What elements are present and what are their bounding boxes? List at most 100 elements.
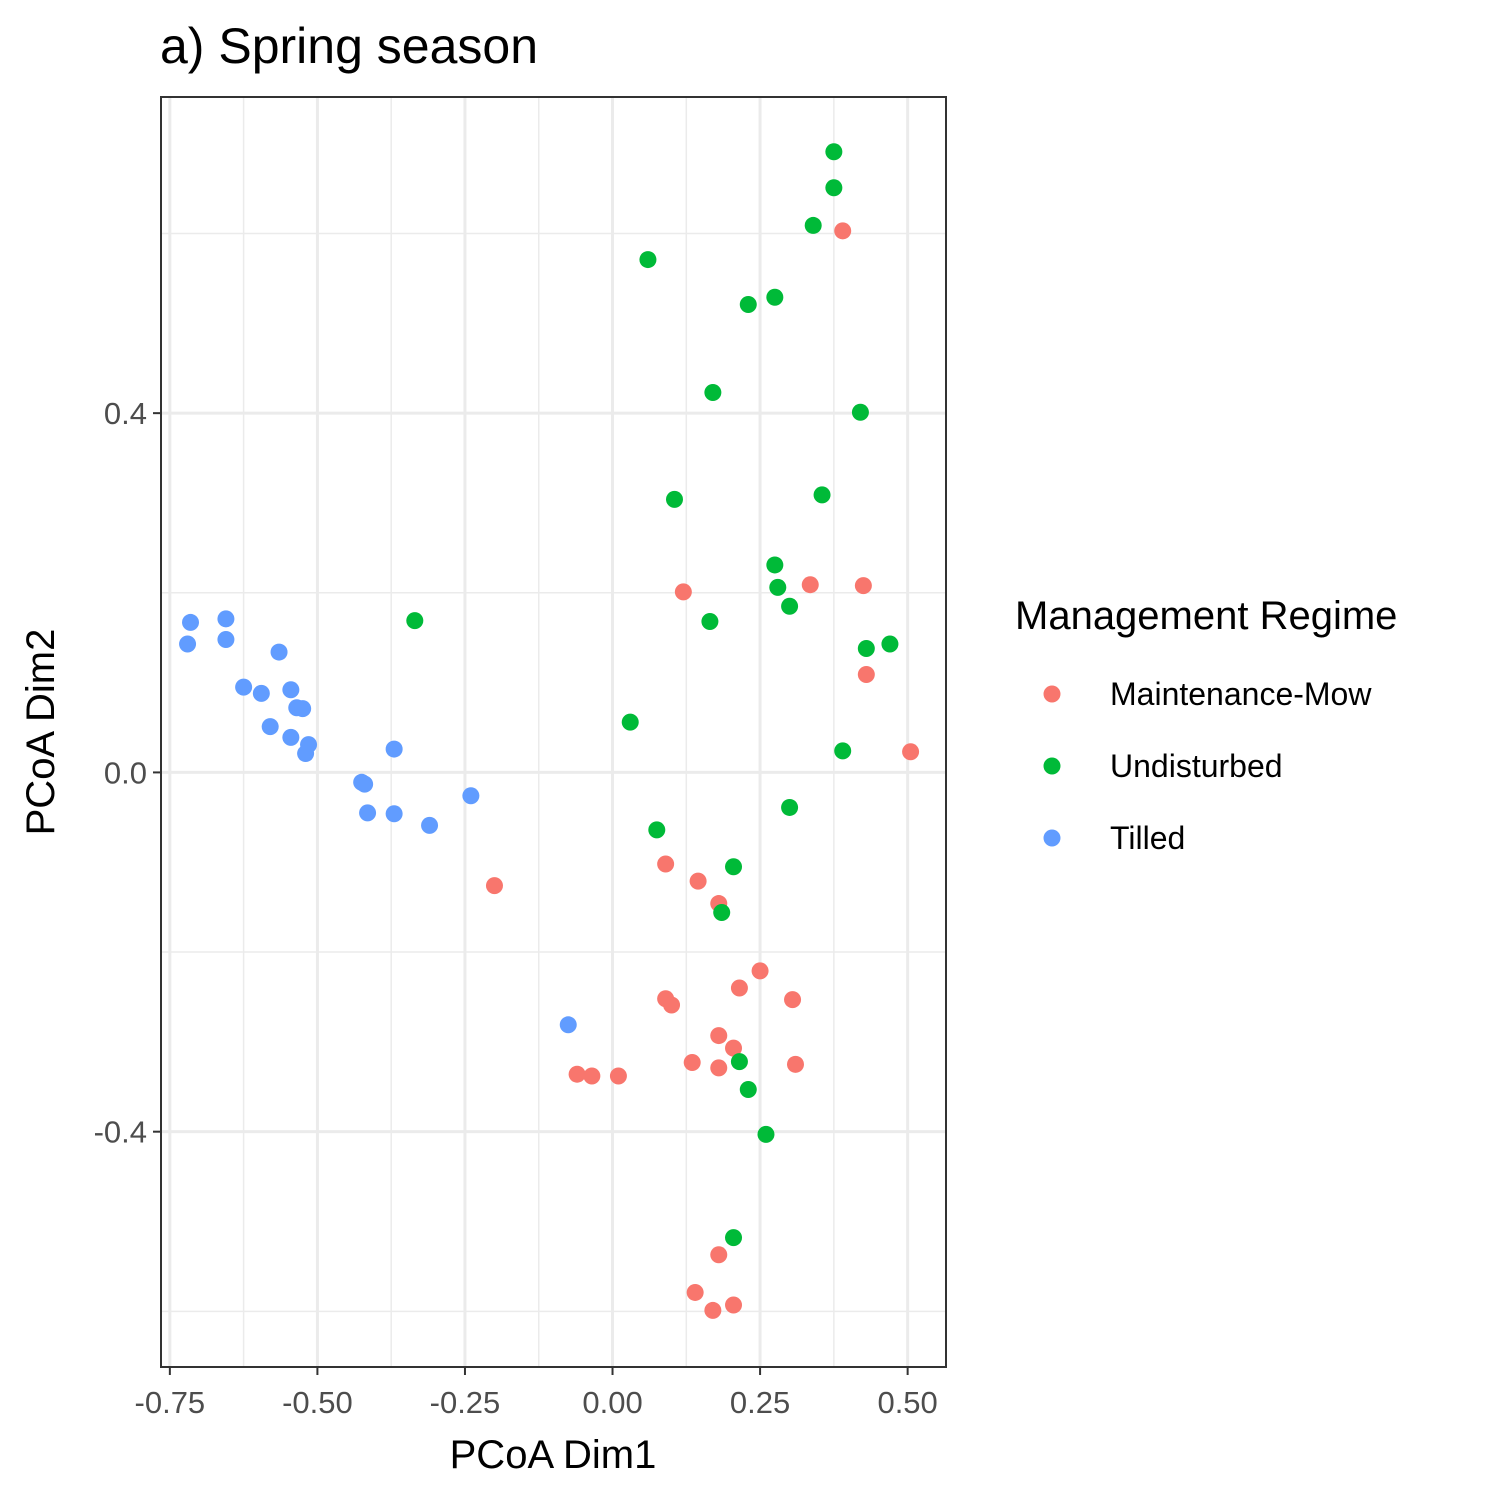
- data-point-tilled: [261, 718, 279, 736]
- data-point-undisturbed: [648, 821, 666, 839]
- major-gridlines: [161, 97, 946, 1367]
- data-point-maintenance-mow: [902, 743, 920, 761]
- x-axis-ticks: -0.75 -0.50 -0.25 0.00 0.25 0.50: [135, 1367, 938, 1420]
- data-point-maintenance-mow: [663, 996, 681, 1014]
- data-point-tilled: [356, 775, 374, 793]
- minor-gridlines: [161, 97, 946, 1367]
- x-tick-label: -0.25: [430, 1385, 501, 1420]
- data-point-maintenance-mow: [683, 1054, 701, 1072]
- data-point-maintenance-mow: [751, 962, 769, 980]
- data-point-undisturbed: [825, 179, 843, 197]
- data-point-tilled: [385, 805, 403, 823]
- data-point-tilled: [294, 700, 312, 718]
- data-point-tilled: [217, 630, 235, 648]
- data-point-undisturbed: [406, 612, 424, 630]
- data-point-maintenance-mow: [609, 1067, 627, 1085]
- data-point-undisturbed: [639, 251, 657, 269]
- data-point-tilled: [252, 684, 270, 702]
- data-point-undisturbed: [739, 1080, 757, 1098]
- chart-title: a) Spring season: [160, 18, 538, 74]
- legend-key-undisturbed: [1043, 757, 1061, 775]
- data-point-tilled: [359, 804, 377, 822]
- data-point-maintenance-mow: [730, 979, 748, 997]
- data-point-maintenance-mow: [674, 583, 692, 601]
- data-point-undisturbed: [857, 639, 875, 657]
- data-point-undisturbed: [757, 1125, 775, 1143]
- data-point-tilled: [270, 643, 288, 661]
- x-tick-label: 0.25: [730, 1385, 790, 1420]
- legend: Management Regime Maintenance-Mow Undistu…: [1015, 594, 1397, 856]
- data-point-maintenance-mow: [689, 872, 707, 890]
- x-tick-label: 0.00: [582, 1385, 642, 1420]
- data-point-undisturbed: [725, 858, 743, 876]
- data-point-tilled: [282, 681, 300, 699]
- y-axis-title: PCoA Dim2: [19, 629, 63, 836]
- y-tick-label: -0.4: [94, 1115, 147, 1150]
- data-point-undisturbed: [834, 742, 852, 760]
- data-point-maintenance-mow: [657, 855, 675, 873]
- legend-label: Tilled: [1110, 820, 1185, 856]
- y-tick-label: 0.0: [104, 755, 147, 790]
- data-point-maintenance-mow: [704, 1301, 722, 1319]
- data-point-maintenance-mow: [710, 1027, 728, 1045]
- legend-items: Maintenance-Mow Undisturbed Tilled: [1043, 676, 1372, 856]
- data-point-tilled: [462, 787, 480, 805]
- data-point-maintenance-mow: [801, 576, 819, 594]
- data-point-undisturbed: [825, 143, 843, 161]
- data-point-undisturbed: [781, 597, 799, 615]
- data-point-tilled: [559, 1016, 577, 1034]
- data-point-tilled: [235, 678, 253, 696]
- data-point-undisturbed: [665, 490, 683, 508]
- data-point-tilled: [179, 635, 197, 653]
- data-point-undisturbed: [813, 486, 831, 504]
- x-tick-label: -0.75: [135, 1385, 206, 1420]
- y-tick-label: 0.4: [104, 396, 147, 431]
- data-point-undisturbed: [713, 904, 731, 922]
- legend-key-tilled: [1043, 829, 1061, 847]
- data-point-maintenance-mow: [725, 1296, 743, 1314]
- data-point-tilled: [421, 816, 439, 834]
- legend-label: Undisturbed: [1110, 748, 1283, 784]
- plot-panel-border: [160, 96, 947, 1368]
- x-axis-title: PCoA Dim1: [450, 1433, 657, 1477]
- data-point-maintenance-mow: [834, 222, 852, 240]
- data-point-maintenance-mow: [786, 1055, 804, 1073]
- data-point-tilled: [217, 610, 235, 628]
- data-point-undisturbed: [766, 288, 784, 306]
- data-point-maintenance-mow: [725, 1039, 743, 1057]
- data-point-undisturbed: [739, 295, 757, 313]
- data-points: [179, 143, 920, 1319]
- legend-label: Maintenance-Mow: [1110, 676, 1372, 712]
- data-point-undisturbed: [701, 613, 719, 631]
- data-point-undisturbed: [730, 1053, 748, 1071]
- data-point-maintenance-mow: [784, 991, 802, 1009]
- data-point-undisturbed: [769, 578, 787, 596]
- data-point-undisturbed: [804, 216, 822, 234]
- data-point-maintenance-mow: [710, 1246, 728, 1264]
- data-point-tilled: [385, 740, 403, 758]
- y-axis-ticks: -0.4 0.0 0.4: [94, 396, 161, 1150]
- data-point-tilled: [297, 745, 315, 763]
- x-tick-label: -0.50: [282, 1385, 353, 1420]
- data-point-tilled: [182, 613, 200, 631]
- legend-key-maintenance-mow: [1043, 685, 1061, 703]
- data-point-maintenance-mow: [854, 577, 872, 595]
- data-point-undisturbed: [621, 713, 639, 731]
- data-point-undisturbed: [704, 383, 722, 401]
- data-point-maintenance-mow: [686, 1283, 704, 1301]
- data-point-maintenance-mow: [485, 877, 503, 895]
- x-tick-label: 0.50: [877, 1385, 937, 1420]
- data-point-undisturbed: [881, 635, 899, 653]
- data-point-maintenance-mow: [710, 1059, 728, 1077]
- data-point-undisturbed: [851, 403, 869, 421]
- data-point-maintenance-mow: [568, 1065, 586, 1083]
- data-point-maintenance-mow: [583, 1067, 601, 1085]
- data-point-maintenance-mow: [857, 666, 875, 684]
- data-point-tilled: [282, 728, 300, 746]
- data-point-undisturbed: [766, 556, 784, 574]
- legend-title: Management Regime: [1015, 594, 1397, 638]
- data-point-undisturbed: [725, 1229, 743, 1247]
- data-point-undisturbed: [781, 798, 799, 816]
